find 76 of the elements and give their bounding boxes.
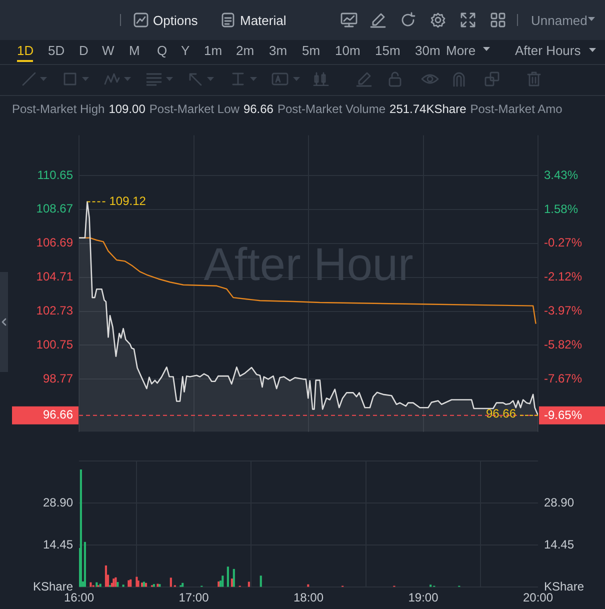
y-tick-label: 28.90: [42, 495, 74, 510]
text: Options: [153, 12, 198, 28]
annotation: 109.12: [109, 194, 146, 208]
text: After Hours: [515, 42, 581, 58]
y2-tick-label: 1.58%: [544, 202, 578, 216]
text: 10m: [335, 42, 360, 58]
bar: [84, 542, 86, 587]
text: Y: [181, 42, 190, 58]
y-tick-label: 102.73: [36, 304, 74, 318]
text: 5m: [302, 42, 320, 58]
text: Post-Market Low: [149, 102, 240, 116]
y2-tick-label: 28.90: [544, 495, 574, 510]
y2-tick-label: -7.67%: [544, 371, 582, 386]
y2-tick-label: -3.97%: [544, 304, 582, 318]
bar: [144, 582, 148, 587]
y-tick-label: 100.75: [36, 338, 74, 352]
bar: [136, 576, 138, 587]
y2-tick-label: 3.43%: [544, 168, 578, 182]
ref-line-label: 96.66: [42, 408, 74, 422]
bar: [80, 470, 82, 587]
x-tick-label: 16:00: [64, 590, 94, 605]
text: More: [446, 42, 476, 58]
bar: [104, 565, 107, 587]
text: D: [79, 42, 88, 58]
y-tick-label: 110.65: [37, 168, 74, 182]
y2-tick-label: -0.27%: [544, 236, 582, 250]
bar: [114, 577, 117, 587]
bar: [248, 582, 250, 587]
y-tick-label: KShare: [32, 579, 74, 594]
y2-tick-label: KShare: [544, 579, 584, 594]
x-tick-label: 20:00: [522, 590, 554, 605]
bar: [170, 578, 172, 587]
text: Material: [240, 12, 286, 28]
text: 1D: [17, 42, 34, 58]
text: 3m: [269, 42, 288, 58]
text: 5D: [48, 42, 65, 58]
text: 109.00: [108, 102, 146, 116]
bar: [222, 576, 224, 587]
bar: [137, 580, 140, 587]
text: Post-Market Amo: [470, 102, 562, 116]
annotation: 96.66: [486, 406, 516, 421]
text: Unnamed: [531, 12, 588, 28]
bar: [307, 584, 310, 587]
text: 30m: [415, 42, 440, 58]
text: 96.66: [243, 102, 274, 116]
text: 15m: [375, 42, 400, 58]
text: 1m: [204, 42, 222, 58]
bar: [128, 580, 130, 587]
text: 251.74KShare: [390, 102, 466, 116]
y2-tick-label: -9.65%: [544, 408, 582, 422]
bar: [226, 566, 229, 587]
y2-tick-label: 14.45: [544, 537, 574, 552]
text: W: [102, 42, 114, 58]
x-tick-label: 17:00: [178, 590, 210, 605]
y2-tick-label: -2.12%: [544, 270, 582, 284]
bar: [260, 576, 262, 587]
x-tick-label: 19:00: [408, 590, 439, 605]
text: Post-Market Volume: [277, 102, 386, 116]
bar: [130, 579, 132, 587]
bar: [90, 582, 92, 587]
y-tick-label: 14.45: [42, 537, 74, 552]
bar: [182, 582, 184, 587]
y-tick-label: 104.71: [36, 270, 74, 284]
bar: [230, 578, 233, 587]
y2-tick-label: -5.82%: [544, 338, 582, 352]
bar: [232, 568, 235, 587]
text: Q: [157, 42, 168, 58]
text: Post-Market High: [12, 102, 105, 116]
y-tick-label: 108.67: [36, 202, 74, 216]
y-tick-label: 98.77: [42, 371, 74, 386]
bar: [112, 578, 115, 587]
text: M: [129, 42, 140, 58]
text: 2m: [236, 42, 254, 58]
bar: [116, 582, 119, 587]
x-tick-label: 18:00: [293, 590, 324, 605]
y-tick-label: 106.69: [36, 236, 74, 250]
